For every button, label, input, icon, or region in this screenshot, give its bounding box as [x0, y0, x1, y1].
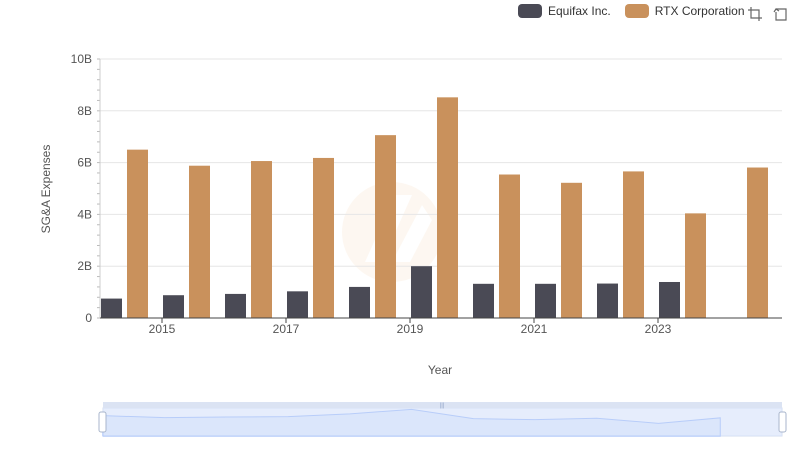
axes [97, 58, 782, 323]
data-zoom-handle-left[interactable] [98, 411, 107, 433]
legend-swatch-equifax [518, 4, 542, 18]
bar-rtx-2017[interactable] [313, 157, 334, 318]
x-tick-label: 2019 [397, 322, 424, 336]
data-zoom-top-bar[interactable] [103, 402, 782, 408]
y-tick-label: 0 [85, 311, 92, 325]
bar-rtx-2020[interactable] [499, 174, 520, 318]
data-zoom-slider[interactable]: ||| [98, 402, 787, 437]
bar-equifax-2023[interactable] [659, 281, 680, 318]
bar-rtx-2022[interactable] [623, 171, 644, 318]
bar-rtx-2015[interactable] [189, 165, 210, 318]
bar-rtx-2019[interactable] [437, 97, 458, 318]
bar-equifax-2016[interactable] [225, 293, 246, 318]
bar-equifax-2019[interactable] [411, 266, 432, 318]
bars [101, 97, 768, 318]
data-zoom-grip-icon: ||| [440, 403, 445, 409]
x-axis-title: Year [428, 363, 452, 377]
x-tick-label: 2015 [149, 322, 176, 336]
bar-rtx-2021[interactable] [561, 182, 582, 318]
bar-equifax-2015[interactable] [163, 295, 184, 318]
bar-equifax-2018[interactable] [349, 286, 370, 318]
bar-rtx-2016[interactable] [251, 161, 272, 318]
bar-rtx-2024[interactable] [747, 167, 768, 318]
bar-rtx-2023[interactable] [685, 213, 706, 318]
bar-rtx-2014[interactable] [127, 149, 148, 318]
y-tick-label: 4B [77, 207, 92, 221]
bar-equifax-2021[interactable] [535, 283, 556, 318]
restore-icon[interactable] [773, 6, 789, 22]
legend-item-equifax[interactable]: Equifax Inc. [518, 4, 611, 18]
bar-equifax-2020[interactable] [473, 283, 494, 318]
x-tick-label: 2017 [273, 322, 300, 336]
bar-equifax-2022[interactable] [597, 283, 618, 318]
y-tick-label: 8B [77, 104, 92, 118]
legend-item-rtx[interactable]: RTX Corporation [624, 4, 745, 18]
legend-label-rtx: RTX Corporation [654, 4, 745, 18]
legend: Equifax Inc. RTX Corporation [518, 4, 745, 18]
data-zoom-selection[interactable] [103, 408, 782, 436]
legend-label-equifax: Equifax Inc. [548, 4, 611, 18]
x-tick-label: 2021 [521, 322, 548, 336]
bar-equifax-2014[interactable] [101, 298, 122, 318]
bar-equifax-2017[interactable] [287, 291, 308, 318]
axis-labels: 0 2B 4B 6B 8B 10B 2015 2017 2019 2021 2023 [71, 52, 672, 336]
x-tick-label: 2023 [645, 322, 672, 336]
data-zoom-handle-right[interactable] [778, 411, 787, 433]
y-tick-label: 10B [71, 52, 92, 66]
y-tick-label: 2B [77, 259, 92, 273]
bar-rtx-2018[interactable] [375, 135, 396, 318]
y-tick-label: 6B [77, 156, 92, 170]
legend-swatch-rtx [624, 4, 649, 18]
y-axis-title: SG&A Expenses [39, 145, 53, 234]
crop-zoom-icon[interactable] [747, 6, 763, 22]
